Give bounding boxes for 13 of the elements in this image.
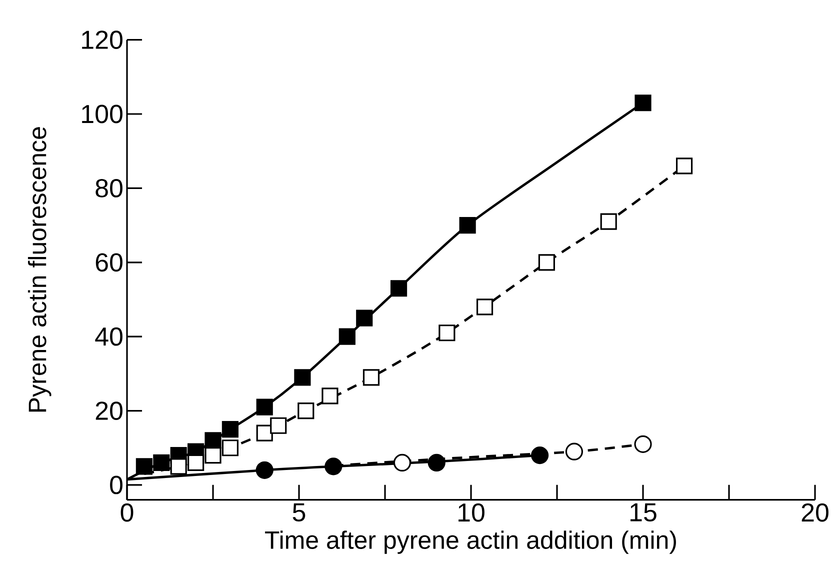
y-tick-label: 40 — [95, 327, 122, 346]
x-tick-label: 15 — [630, 503, 656, 522]
x-tick-label: 5 — [292, 503, 306, 522]
x-tick-label: 20 — [802, 503, 828, 522]
x-axis-title: Time after pyrene actin addition (min) — [265, 530, 676, 554]
y-tick-label: 80 — [96, 179, 122, 198]
y-tick-label: 20 — [96, 402, 122, 420]
y-tick-label: 100 — [82, 104, 122, 124]
y-tick-label: 60 — [96, 253, 122, 272]
x-tick-label: 10 — [458, 503, 484, 522]
y-axis-title: Pyrene actin fluorescence — [28, 127, 52, 412]
y-tick-label: 120 — [82, 30, 122, 50]
y-tick-label: 0 — [110, 476, 122, 494]
